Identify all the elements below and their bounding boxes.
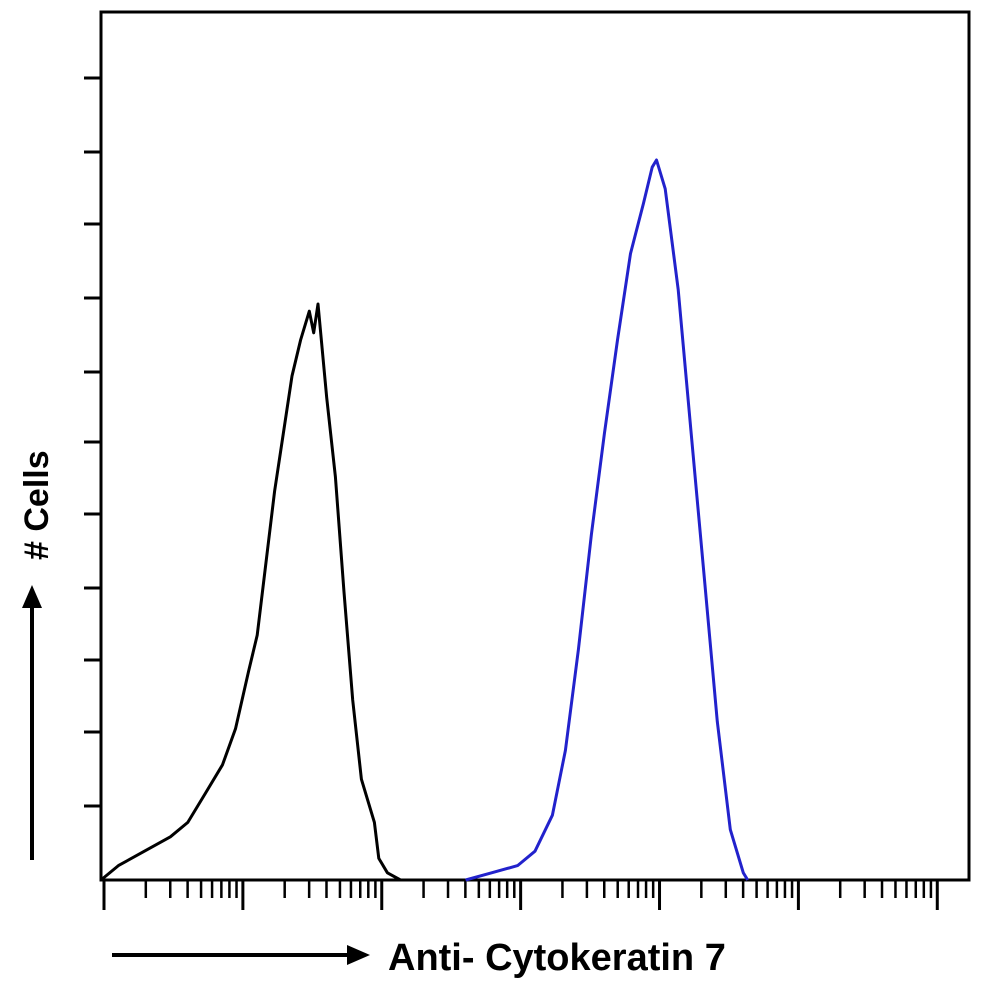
plot-frame — [99, 10, 971, 882]
y-axis-ticks — [84, 76, 101, 808]
x-axis-arrow-icon — [112, 945, 370, 965]
x-axis-ticks — [102, 880, 939, 910]
x-axis-label: Anti- Cytokeratin 7 — [388, 937, 726, 979]
histogram-series-1 — [100, 302, 402, 882]
y-axis-label: # Cells — [18, 450, 56, 560]
histogram-series-2 — [465, 158, 749, 882]
series-layer — [100, 158, 749, 882]
y-axis-arrow-icon — [22, 585, 42, 860]
